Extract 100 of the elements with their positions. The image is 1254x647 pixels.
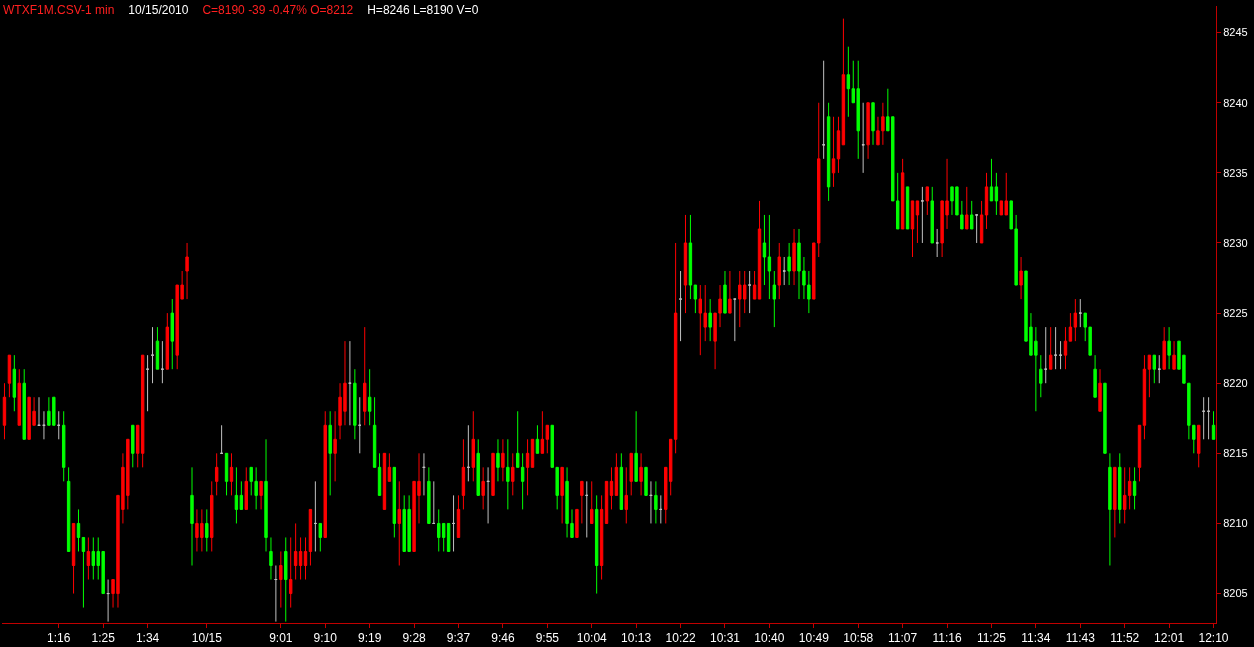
candlestick	[323, 410, 327, 538]
candlestick	[772, 270, 777, 328]
candlestick	[328, 410, 332, 496]
annotation: H=8246 L=8190 V=0	[367, 3, 479, 17]
candlestick	[644, 466, 648, 496]
candlestick	[989, 158, 994, 202]
candlestick	[752, 270, 757, 300]
x-tick-label: 9:01	[269, 631, 293, 646]
candlestick	[1118, 452, 1122, 524]
candlestick	[920, 186, 925, 244]
candlestick	[984, 172, 989, 230]
candlestick	[1132, 466, 1137, 510]
candlestick	[279, 550, 283, 609]
candlestick	[728, 270, 732, 314]
candlestick	[782, 256, 786, 286]
candlestick	[1142, 354, 1147, 440]
x-tick-label: 10:40	[754, 631, 785, 646]
candlestick	[392, 466, 397, 538]
candlestick	[925, 186, 930, 216]
candlestick	[313, 480, 318, 552]
candlestick	[205, 508, 209, 552]
x-tick-label: 10:31	[709, 631, 741, 646]
candlestick	[1039, 354, 1043, 398]
candlestick	[471, 410, 475, 482]
candlestick	[915, 200, 920, 244]
x-tick-label: 9:28	[402, 631, 427, 646]
candlestick	[935, 228, 939, 258]
x-tick-label: 11:34	[1021, 631, 1051, 646]
candlestick	[288, 536, 293, 609]
candlestick	[871, 102, 875, 146]
candlestick	[486, 466, 490, 524]
candlestick	[244, 466, 248, 510]
x-tick-label: 10:49	[798, 631, 830, 646]
candlestick	[165, 312, 170, 370]
candlestick	[224, 452, 229, 496]
candlestick	[496, 438, 500, 482]
candlestick	[76, 508, 81, 552]
candlestick	[930, 186, 934, 244]
candlestick	[476, 438, 480, 496]
candlestick	[540, 410, 545, 454]
candlestick	[910, 200, 915, 258]
candlestick	[629, 452, 633, 496]
candlestick	[688, 214, 693, 300]
candlestick	[234, 466, 239, 524]
candlestick	[1137, 424, 1142, 482]
x-tick-label: 1:16	[47, 631, 71, 646]
x-tick-label: 10:04	[576, 631, 608, 646]
candlestick	[308, 508, 313, 567]
y-tick-label: 8230	[1223, 236, 1248, 249]
candlestick	[639, 452, 643, 496]
candlestick	[259, 480, 263, 510]
candlestick	[145, 354, 150, 412]
candlestick	[1078, 298, 1082, 328]
candlestick	[293, 522, 298, 581]
candlestick	[1197, 424, 1201, 468]
candlestick	[777, 242, 781, 300]
candlestick	[506, 438, 510, 510]
x-tick-label: 10:22	[665, 631, 696, 646]
candlestick	[767, 214, 772, 300]
candlestick	[427, 466, 431, 524]
candlestick	[91, 536, 96, 581]
candlestick	[160, 340, 165, 384]
candlestick	[140, 354, 145, 468]
y-tick-label: 8210	[1223, 517, 1248, 530]
candlestick	[861, 102, 865, 174]
candlestick	[7, 354, 12, 398]
y-tick-label: 8245	[1223, 26, 1248, 39]
candlestick	[1044, 326, 1048, 384]
candlestick	[511, 452, 515, 496]
candlestick	[66, 466, 71, 552]
candlestick	[836, 116, 841, 174]
candlestick	[422, 452, 426, 496]
candlestick	[81, 536, 86, 609]
x-tick-label: 10:13	[621, 631, 652, 646]
candlestick	[609, 466, 614, 510]
x-tick-label: 10:58	[843, 631, 874, 646]
candlestick	[1108, 452, 1112, 567]
candlestick	[333, 410, 337, 482]
candlestick	[634, 410, 638, 482]
candlestick	[214, 452, 219, 496]
candlestick	[1058, 340, 1063, 370]
candlestick	[86, 536, 91, 581]
candlestick	[71, 522, 76, 595]
candlestick	[590, 480, 594, 524]
y-tick-label: 8205	[1223, 587, 1248, 600]
candlestick	[649, 480, 653, 524]
candlestick	[708, 298, 712, 342]
candlestick	[905, 186, 910, 230]
candlestick	[1048, 326, 1053, 370]
candlestick	[131, 424, 135, 468]
candlestick	[372, 396, 377, 468]
candlestick	[821, 60, 826, 160]
candlestick	[61, 410, 66, 482]
chart-title: WTXF1M.CSV-1 min	[3, 3, 115, 17]
candlestick	[1113, 466, 1117, 538]
x-tick-label: 10/15	[191, 631, 223, 646]
candlestick	[106, 579, 110, 623]
candlestick	[57, 410, 61, 440]
candlestick	[560, 466, 564, 524]
x-tick-label: 11:07	[888, 631, 918, 646]
